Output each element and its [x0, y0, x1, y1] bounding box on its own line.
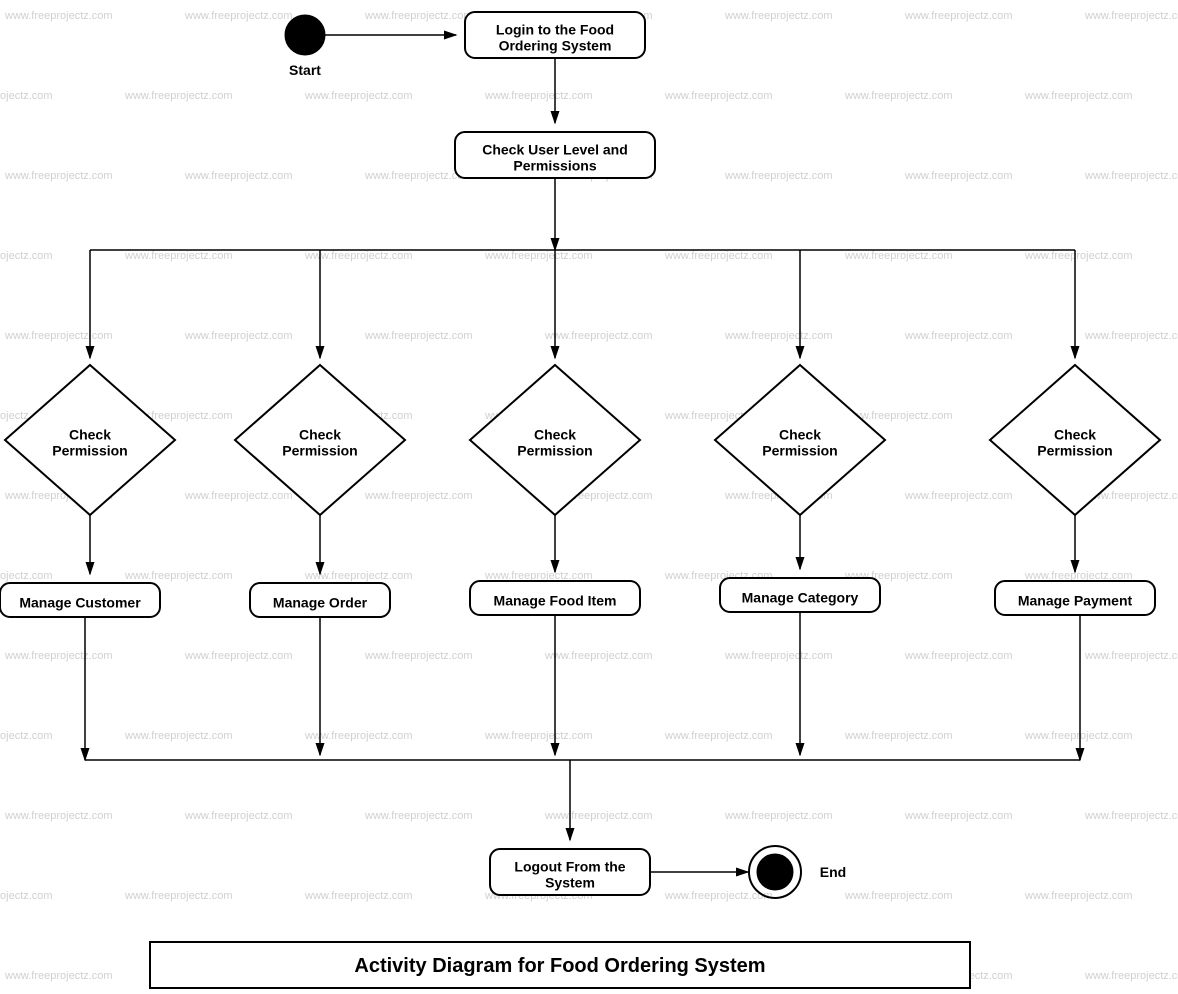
m5-label: Manage Payment: [1018, 593, 1133, 609]
diagram-title: Activity Diagram for Food Ordering Syste…: [354, 955, 765, 977]
cp2-label: Permission: [282, 443, 357, 459]
m3-label: Manage Food Item: [494, 593, 617, 609]
m1-label: Manage Customer: [19, 595, 141, 611]
cp5-label: Check: [1054, 427, 1096, 443]
login-label: Ordering System: [499, 38, 612, 54]
cp2-label: Check: [299, 427, 341, 443]
cp3-label: Permission: [517, 443, 592, 459]
cp4-label: Permission: [762, 443, 837, 459]
cp3-label: Check: [534, 427, 576, 443]
start-node: [285, 15, 325, 55]
end-label: End: [820, 864, 846, 880]
logout-label: Logout From the: [514, 859, 625, 875]
logout-label: System: [545, 875, 595, 891]
cp1-label: Check: [69, 427, 111, 443]
activity-diagram: Start Login to the FoodOrdering System Che…: [0, 0, 1178, 994]
cp1-label: Permission: [52, 443, 127, 459]
cp5-label: Permission: [1037, 443, 1112, 459]
check_level-label: Check User Level and: [482, 142, 628, 158]
end-node: [757, 854, 793, 890]
check_level-label: Permissions: [513, 158, 596, 174]
start-label: Start: [289, 62, 321, 78]
cp4-label: Check: [779, 427, 821, 443]
m2-label: Manage Order: [273, 595, 368, 611]
m4-label: Manage Category: [742, 590, 859, 606]
login-label: Login to the Food: [496, 22, 614, 38]
